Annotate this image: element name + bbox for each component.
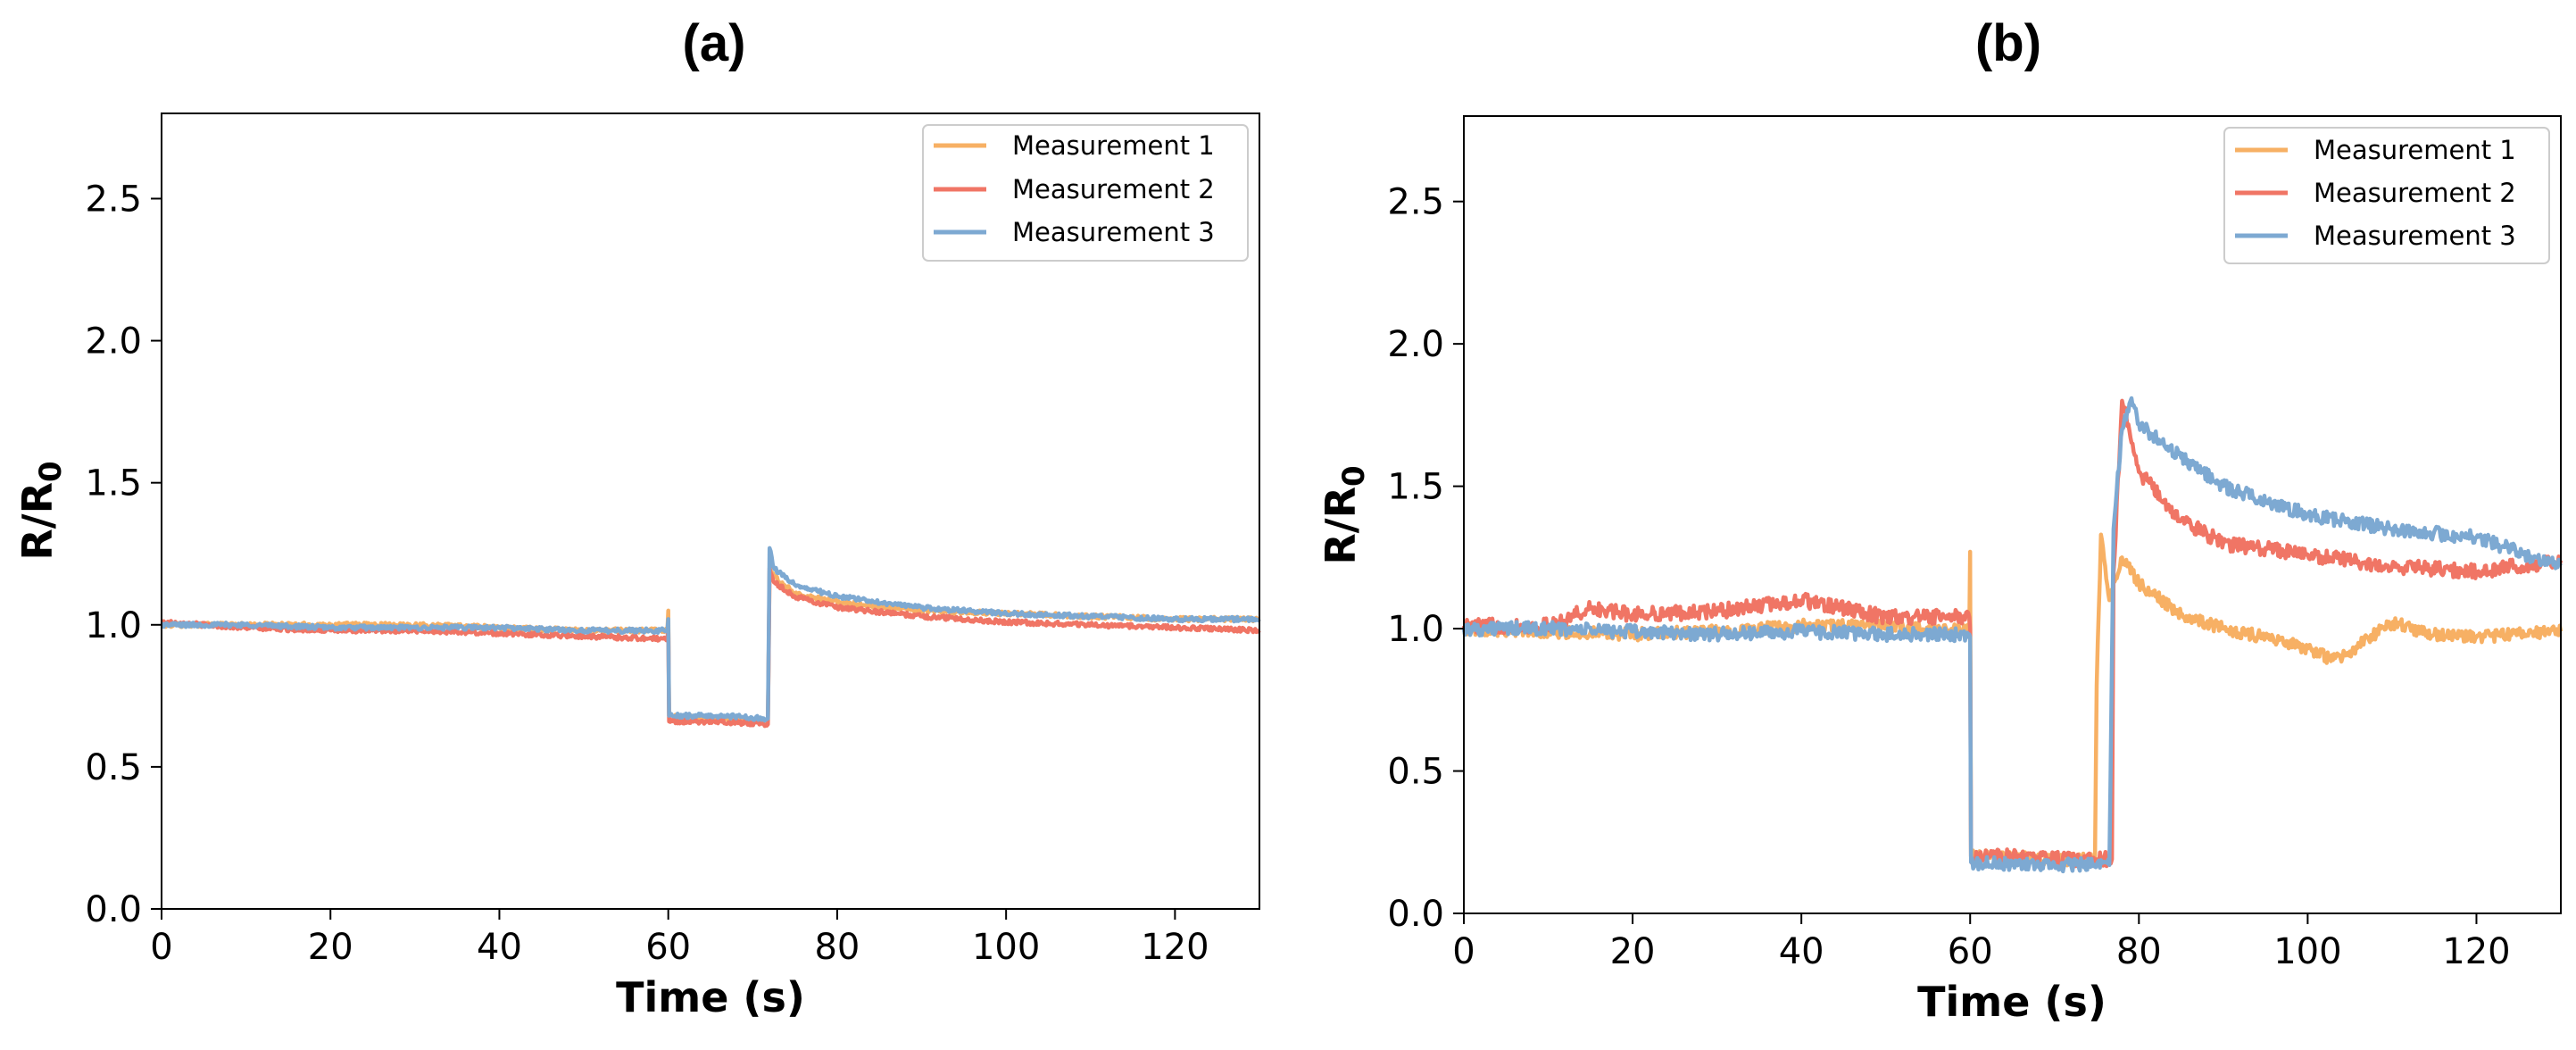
panel-a: (a) 0 20 40 60 80 100 120 0.0 0.5 1.0 1.5 2.0 2.5 T… (13, 14, 1261, 1021)
legend-label-a-1: Measurement 1 (1012, 130, 1215, 161)
x-tick-label: 0 (150, 927, 172, 968)
y-tick-label: 0.5 (85, 747, 142, 788)
legend-a: Measurement 1 Measurement 2 Measurement … (922, 124, 1249, 262)
x-axis-ticks-b: 0 20 40 60 80 100 120 (1452, 913, 2511, 972)
y-tick-label: 2.0 (1387, 324, 1444, 365)
x-tick-label: 80 (2116, 931, 2162, 972)
x-tick-label: 100 (972, 927, 1040, 968)
series-lines-a (160, 546, 1261, 729)
x-tick-label: 100 (2273, 931, 2341, 972)
y-tick-label: 1.5 (85, 463, 142, 504)
legend-label-b-1: Measurement 1 (2314, 135, 2516, 165)
series-lines-b (1461, 396, 2564, 874)
panel-title-b: (b) (1975, 14, 2041, 72)
series-line-b-2 (1461, 398, 2564, 869)
panel-title-a: (a) (683, 14, 746, 72)
y-axis-label-sub-b: 0 (1336, 465, 1372, 487)
panel-b: (b) 0 20 40 60 80 100 120 0.0 0.5 1.0 1.5 2.0 2.5 T… (1317, 14, 2564, 1026)
x-tick-label: 20 (1610, 931, 1656, 972)
y-axis-label-main-a: R/R (13, 482, 62, 561)
x-tick-label: 120 (1141, 927, 1209, 968)
x-tick-label: 120 (2442, 931, 2510, 972)
y-tick-label: 1.0 (1387, 609, 1444, 650)
y-tick-label: 0.5 (1387, 752, 1444, 793)
y-tick-label: 1.5 (1387, 467, 1444, 508)
series-line-a-2 (160, 565, 1261, 729)
y-axis-label-b: R/R0 (1317, 465, 1372, 564)
legend-label-b-3: Measurement 3 (2314, 221, 2516, 251)
x-tick-label: 60 (645, 927, 691, 968)
y-axis-label-main-b: R/R (1317, 487, 1365, 565)
y-tick-label: 2.0 (85, 321, 142, 362)
y-axis-label-sub-a: 0 (33, 461, 69, 482)
legend-label-a-3: Measurement 3 (1012, 217, 1215, 247)
x-axis-ticks-a: 0 20 40 60 80 100 120 (150, 909, 1209, 968)
x-axis-label-a: Time (s) (616, 973, 805, 1021)
series-line-b-3 (1461, 396, 2563, 874)
legend-box-a (922, 124, 1249, 262)
y-tick-label: 1.0 (85, 605, 142, 646)
x-tick-label: 80 (814, 927, 860, 968)
legend-box-b (2223, 127, 2550, 264)
x-tick-label: 20 (308, 927, 353, 968)
y-tick-label: 0.0 (85, 889, 142, 930)
y-tick-label: 0.0 (1387, 894, 1444, 935)
y-axis-label-a: R/R0 (13, 461, 69, 560)
y-tick-label: 2.5 (1387, 182, 1444, 223)
legend-b: Measurement 1 Measurement 2 Measurement … (2223, 127, 2550, 264)
x-tick-label: 60 (1948, 931, 1993, 972)
x-tick-label: 40 (477, 927, 522, 968)
legend-label-b-2: Measurement 2 (2314, 178, 2516, 208)
x-axis-label-b: Time (s) (1917, 978, 2107, 1026)
y-axis-ticks-b: 0.0 0.5 1.0 1.5 2.0 2.5 (1387, 182, 1464, 935)
legend-label-a-2: Measurement 2 (1012, 174, 1215, 204)
series-line-a-3 (160, 546, 1261, 723)
x-tick-label: 40 (1779, 931, 1824, 972)
plot-frame-b (1463, 115, 2562, 914)
y-tick-label: 2.5 (85, 179, 142, 220)
plot-frame-a (161, 112, 1260, 910)
y-axis-ticks-a: 0.0 0.5 1.0 1.5 2.0 2.5 (85, 179, 162, 930)
x-tick-label: 0 (1452, 931, 1475, 972)
